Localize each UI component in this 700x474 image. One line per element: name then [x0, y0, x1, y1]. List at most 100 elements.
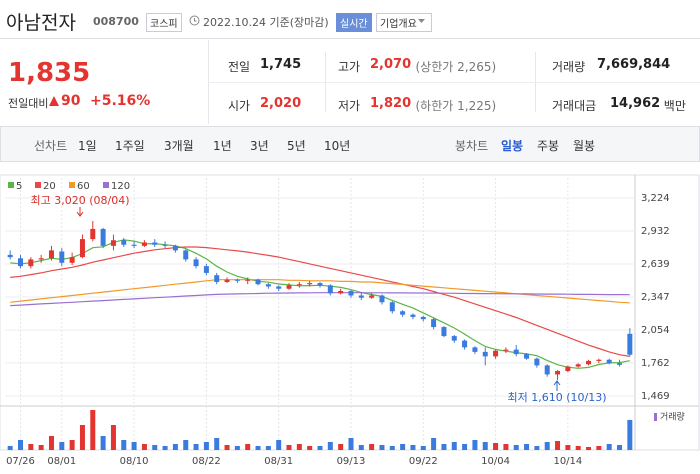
- volume-bar: [617, 445, 623, 450]
- candle-body: [214, 275, 220, 282]
- candle-body: [234, 279, 240, 281]
- tab[interactable]: 3개월: [164, 139, 194, 153]
- volume-bar: [431, 438, 437, 450]
- volume-bar: [327, 442, 333, 450]
- volume-bar: [462, 444, 468, 450]
- y-tick-label: 2,932: [641, 226, 670, 237]
- candle-body: [245, 279, 251, 281]
- candle-body: [472, 347, 478, 352]
- candle-body: [575, 364, 581, 367]
- volume-bar: [276, 440, 282, 450]
- volume-bar: [348, 438, 354, 450]
- y-tick-label: 2,639: [641, 259, 670, 270]
- realtime-button[interactable]: 실시간: [336, 13, 372, 32]
- volume-bar: [131, 442, 137, 450]
- volume-bar: [69, 440, 75, 450]
- tab[interactable]: 3년: [250, 139, 269, 153]
- volume-bar: [400, 444, 406, 450]
- volume-bar: [172, 444, 178, 450]
- low-arrow: [553, 380, 561, 391]
- tab[interactable]: 월봉: [573, 139, 596, 153]
- volume-bar: [317, 446, 323, 450]
- candle-body: [141, 242, 147, 246]
- candle-body: [110, 240, 116, 246]
- company-info-button[interactable]: 기업개요: [376, 13, 432, 32]
- candle-body: [90, 228, 96, 240]
- volume-bar: [28, 444, 34, 450]
- candle-body: [327, 285, 333, 294]
- candle-body: [627, 333, 633, 355]
- up-arrow: [49, 96, 59, 106]
- volume-bar: [307, 446, 313, 450]
- candle-body: [358, 295, 364, 298]
- volume-bar: [152, 445, 158, 450]
- volume-bar: [441, 444, 447, 450]
- volume-bar: [265, 446, 271, 450]
- quote-value: 2,070: [370, 57, 412, 72]
- candle-body: [565, 366, 571, 372]
- high-label: 최고 3,020 (08/04): [30, 194, 129, 207]
- volume-bar: [193, 444, 199, 450]
- quote-value: 7,669,844: [597, 57, 671, 72]
- clock-icon: [189, 15, 200, 26]
- x-tick-label: 09/22: [409, 456, 438, 467]
- tab-label: 봉차트: [455, 139, 489, 153]
- legend-swatch: [69, 182, 75, 188]
- tab[interactable]: 일봉: [501, 139, 524, 153]
- legend-label: 20: [43, 181, 56, 192]
- legend-swatch: [654, 413, 657, 421]
- y-tick-label: 3,224: [641, 193, 670, 204]
- candle-body: [441, 327, 447, 337]
- volume-bar: [296, 444, 302, 450]
- x-tick-label: 08/31: [264, 456, 293, 467]
- volume-bar: [234, 446, 240, 450]
- legend-label: 5: [16, 181, 22, 192]
- tab[interactable]: 1일: [78, 139, 97, 153]
- candle-body: [183, 250, 189, 260]
- tab[interactable]: 1주일: [115, 139, 145, 153]
- volume-bar: [555, 441, 561, 450]
- volume-bar: [420, 446, 426, 450]
- quote-label: 저가: [338, 99, 361, 113]
- candle-body: [296, 284, 302, 286]
- candle-body: [524, 354, 530, 359]
- tab[interactable]: 10년: [324, 139, 351, 153]
- candle-body: [462, 340, 468, 348]
- volume-bar: [59, 442, 65, 450]
- volume-bar: [596, 446, 602, 450]
- tab[interactable]: 5년: [287, 139, 306, 153]
- quote-value: 14,962: [610, 96, 661, 111]
- x-tick-label: 09/13: [337, 456, 366, 467]
- change-percent: +5.16%: [90, 93, 151, 109]
- volume-bar: [472, 440, 478, 450]
- candle-body: [152, 242, 158, 245]
- candle-body: [265, 284, 271, 287]
- candle-body: [69, 257, 75, 263]
- volume-bar: [544, 442, 550, 450]
- candle-body: [59, 251, 65, 263]
- tab[interactable]: 주봉: [537, 139, 560, 153]
- stock-code: 008700: [93, 15, 139, 28]
- quote-value: 1,820: [370, 96, 412, 111]
- candle-body: [17, 258, 23, 267]
- candle-body: [369, 295, 375, 298]
- volume-bar: [224, 445, 230, 450]
- candle-body: [172, 245, 178, 251]
- candle-body: [617, 363, 623, 365]
- candle-body: [224, 279, 230, 282]
- volume-bar: [524, 444, 530, 450]
- quote-label: 거래대금: [552, 99, 597, 113]
- candle-body: [317, 283, 323, 286]
- tab[interactable]: 1년: [213, 139, 232, 153]
- volume-bar: [389, 446, 395, 450]
- legend-swatch: [8, 182, 14, 188]
- candle-body: [255, 279, 261, 285]
- volume-bar: [141, 444, 147, 450]
- candle-body: [28, 259, 34, 267]
- candle-body: [389, 302, 395, 312]
- volume-bar: [162, 446, 168, 450]
- volume-bar: [379, 445, 385, 450]
- y-tick-label: 2,347: [641, 292, 670, 303]
- quote-label: 시가: [228, 99, 251, 113]
